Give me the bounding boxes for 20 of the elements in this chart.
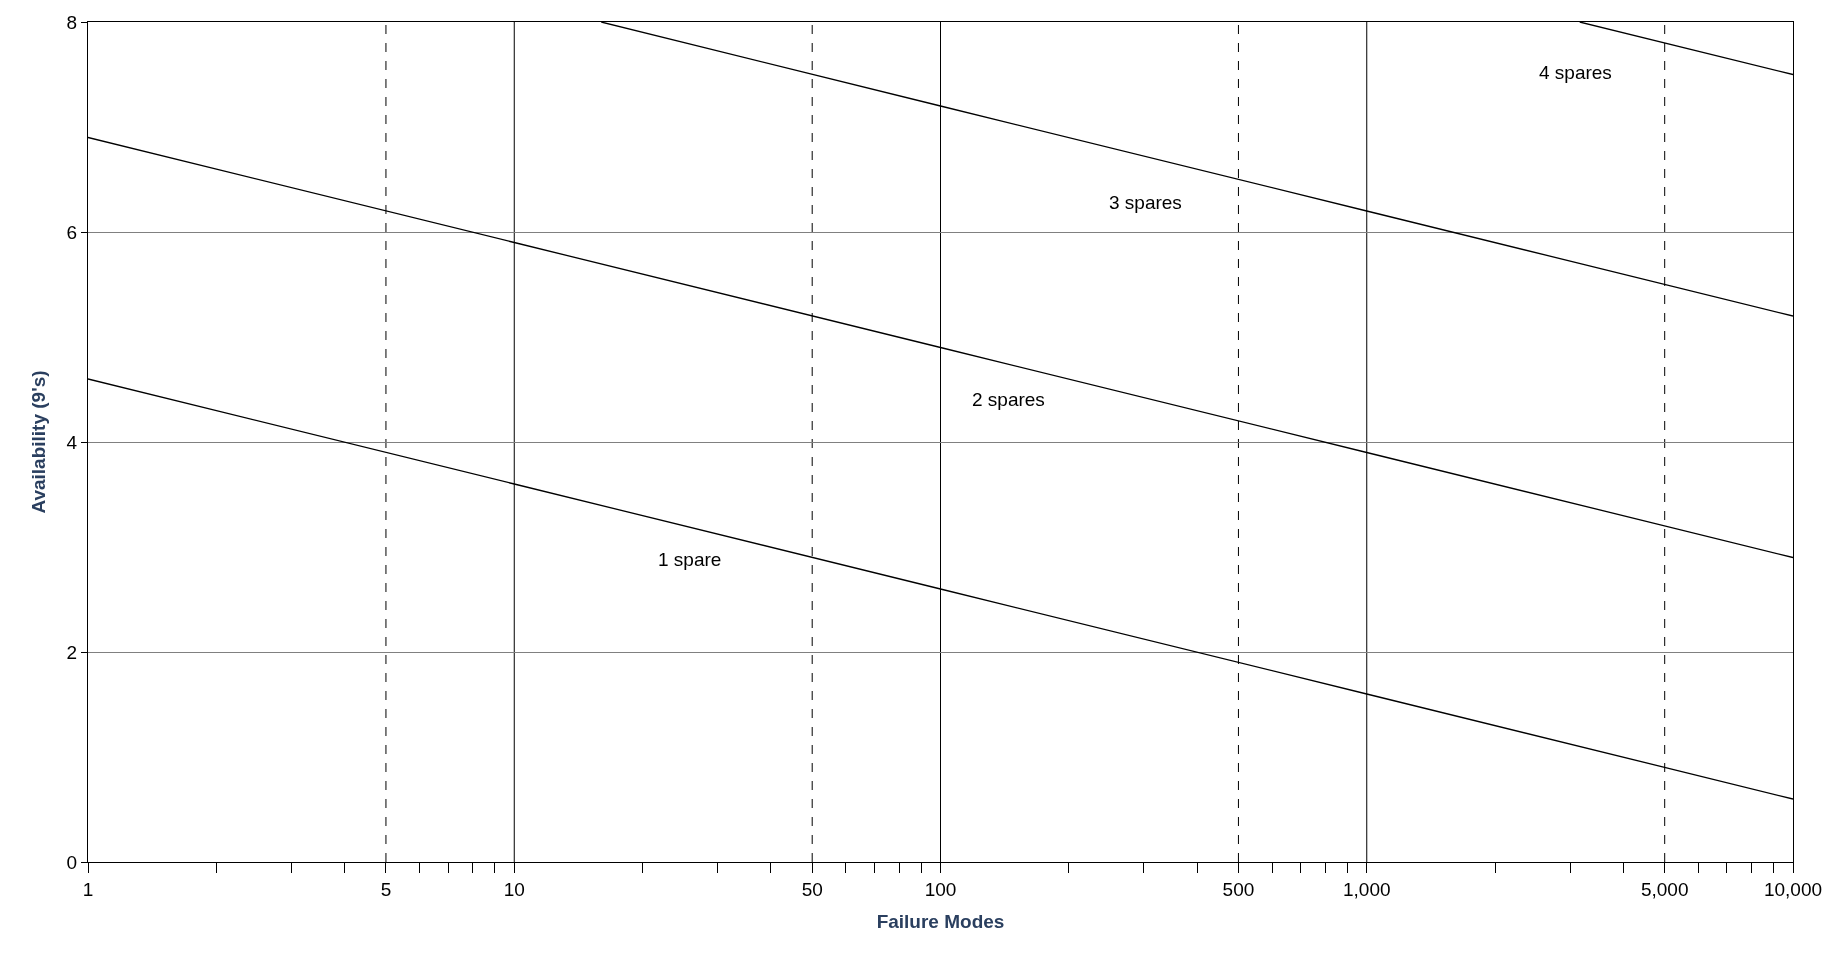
annotation: 2 spares bbox=[972, 389, 1045, 410]
annotation: 3 spares bbox=[1109, 192, 1182, 213]
y-tick-label: 4 bbox=[66, 431, 78, 453]
x-tick-label: 100 bbox=[924, 878, 957, 900]
x-tick-label: 5,000 bbox=[1640, 878, 1689, 900]
y-tick-label: 2 bbox=[66, 641, 78, 663]
x-tick-label: 1,000 bbox=[1342, 878, 1391, 900]
y-tick-label: 6 bbox=[66, 221, 78, 243]
annotation: 4 spares bbox=[1539, 62, 1612, 83]
x-tick-label: 50 bbox=[801, 878, 823, 900]
x-tick-label: 500 bbox=[1222, 878, 1255, 900]
x-tick-label: 5 bbox=[380, 878, 392, 900]
x-tick-label: 1 bbox=[82, 878, 94, 900]
y-tick-label: 0 bbox=[66, 851, 78, 873]
x-tick-label: 10 bbox=[503, 878, 525, 900]
x-tick-label: 10,000 bbox=[1763, 878, 1823, 900]
x-axis-title: Failure Modes bbox=[876, 910, 1005, 932]
y-tick-label: 8 bbox=[66, 11, 78, 33]
y-axis-title: Availability (9's) bbox=[28, 370, 50, 514]
annotation: 1 spare bbox=[658, 549, 722, 570]
